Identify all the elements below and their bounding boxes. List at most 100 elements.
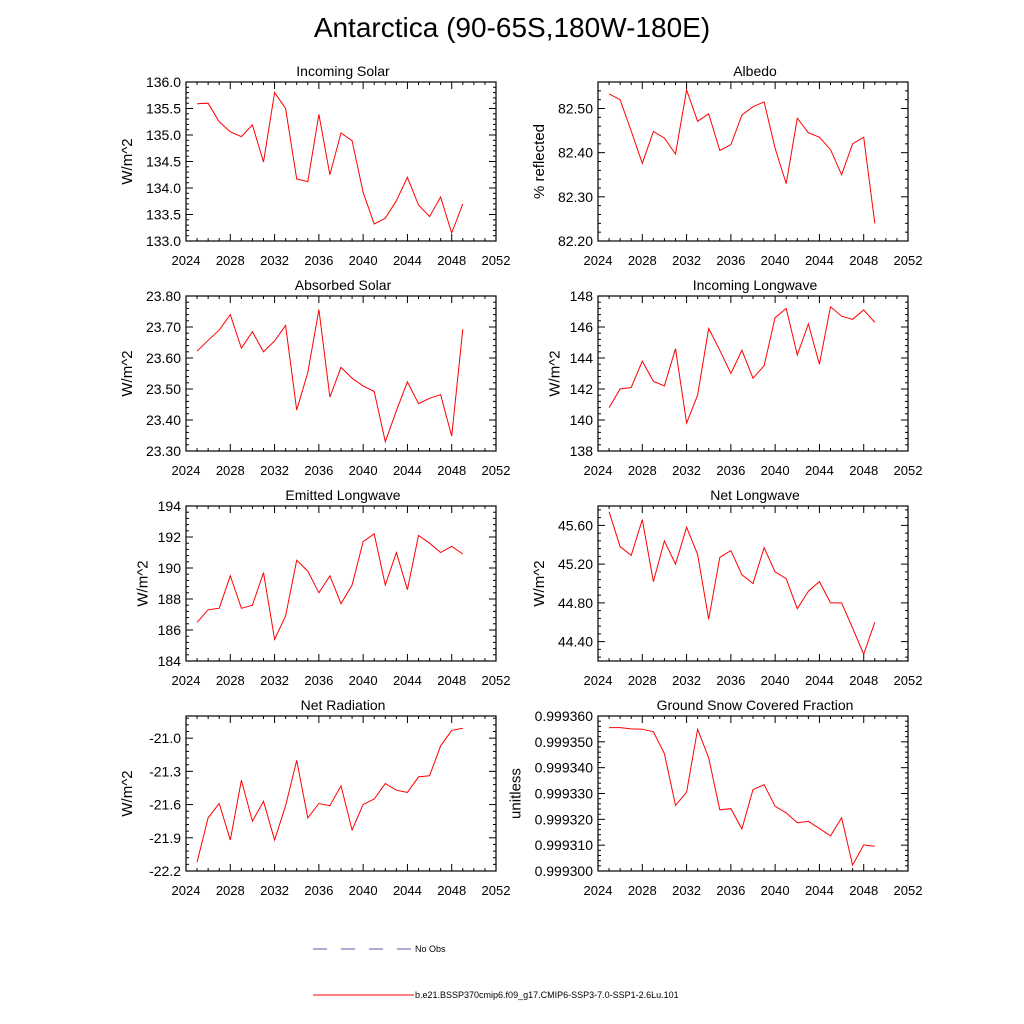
x-tick-label: 2040 xyxy=(761,463,790,478)
y-tick-label: -21.0 xyxy=(149,730,181,746)
x-tick-label: 2048 xyxy=(437,883,466,898)
x-tick-label: 2048 xyxy=(437,463,466,478)
x-tick-label: 2040 xyxy=(349,463,378,478)
x-tick-label: 2032 xyxy=(260,463,289,478)
y-tick-label: 23.60 xyxy=(146,350,181,366)
y-tick-label: 138 xyxy=(570,443,594,459)
chart-incoming-solar: 2024 2028 2032 2036 2040 2044 2048 2052 133.0 133… xyxy=(119,63,510,268)
y-tick-label: 188 xyxy=(158,591,182,607)
chart-albedo: 2024 2028 2032 2036 2040 2044 2048 2052 82.20 82.… xyxy=(531,63,922,268)
y-tick-label: 23.40 xyxy=(146,412,181,428)
x-tick-label: 2052 xyxy=(482,883,511,898)
x-tick-label: 2040 xyxy=(761,253,790,268)
x-tick-label: 2024 xyxy=(172,253,201,268)
x-tick-label: 2032 xyxy=(672,883,701,898)
x-tick-label: 2048 xyxy=(849,253,878,268)
x-tick-label: 2024 xyxy=(584,463,613,478)
x-tick-label: 2044 xyxy=(393,883,422,898)
y-tick-label: -22.2 xyxy=(149,863,181,879)
x-tick-label: 2048 xyxy=(437,673,466,688)
y-tick-label: 148 xyxy=(570,288,594,304)
series-line-model xyxy=(196,727,463,863)
x-tick-label: 2048 xyxy=(849,463,878,478)
x-tick-label: 2024 xyxy=(584,253,613,268)
y-tick-label: 133.5 xyxy=(146,207,181,223)
x-tick-label: 2028 xyxy=(216,673,245,688)
chart-emitted-longwave: 2024 2028 2032 2036 2040 2044 2048 2052 184 186 18… xyxy=(135,487,511,688)
x-tick-label: 2032 xyxy=(260,673,289,688)
chart-net-radiation: 2024 2028 2032 2036 2040 2044 2048 2052 -22.2 -21… xyxy=(119,697,510,898)
y-tick-label: 82.40 xyxy=(558,145,593,161)
x-tick-label: 2036 xyxy=(716,253,745,268)
x-tick-label: 2028 xyxy=(216,883,245,898)
chart-title: Net Longwave xyxy=(710,487,800,503)
series-line-model xyxy=(608,305,876,426)
x-tick-label: 2044 xyxy=(393,253,422,268)
y-tick-label: 44.40 xyxy=(558,634,593,650)
x-tick-label: 2024 xyxy=(584,673,613,688)
y-tick-label: 82.50 xyxy=(558,101,593,117)
chart-title: Albedo xyxy=(733,63,777,79)
y-tick-label: 140 xyxy=(570,412,594,428)
chart-title: Ground Snow Covered Fraction xyxy=(657,697,854,713)
x-tick-label: 2024 xyxy=(584,883,613,898)
x-tick-label: 2032 xyxy=(672,673,701,688)
y-tick-label: 133.0 xyxy=(146,233,181,249)
chart-title: Emitted Longwave xyxy=(285,487,400,503)
x-tick-label: 2044 xyxy=(805,883,834,898)
x-tick-label: 2028 xyxy=(628,463,657,478)
y-tick-label: 23.70 xyxy=(146,319,181,335)
x-tick-label: 2032 xyxy=(672,463,701,478)
x-tick-label: 2028 xyxy=(628,883,657,898)
x-tick-label: 2048 xyxy=(849,673,878,688)
x-tick-label: 2048 xyxy=(849,883,878,898)
y-tick-label: 0.999340 xyxy=(535,760,594,776)
x-tick-label: 2052 xyxy=(482,253,511,268)
x-tick-label: 2036 xyxy=(304,883,333,898)
x-tick-label: 2024 xyxy=(172,673,201,688)
y-tick-label: 136.0 xyxy=(146,74,181,90)
x-tick-label: 2036 xyxy=(304,463,333,478)
series-line-model xyxy=(608,88,876,224)
x-tick-label: 2040 xyxy=(349,883,378,898)
y-tick-label: 142 xyxy=(570,381,594,397)
y-axis-label: W/m^2 xyxy=(119,138,136,184)
y-axis-label: % reflected xyxy=(531,124,548,199)
y-tick-label: -21.3 xyxy=(149,763,181,779)
y-tick-label: 0.999320 xyxy=(535,811,594,827)
x-tick-label: 2052 xyxy=(894,463,923,478)
x-tick-label: 2044 xyxy=(805,673,834,688)
x-tick-label: 2024 xyxy=(172,463,201,478)
y-tick-label: 23.50 xyxy=(146,381,181,397)
series-line-model xyxy=(196,309,464,444)
x-tick-label: 2032 xyxy=(672,253,701,268)
x-tick-label: 2032 xyxy=(260,883,289,898)
chart-net-longwave: 2024 2028 2032 2036 2040 2044 2048 2052 44.40 44.… xyxy=(531,487,922,688)
x-tick-label: 2044 xyxy=(805,463,834,478)
y-tick-label: 186 xyxy=(158,622,182,638)
y-tick-label: 184 xyxy=(158,653,182,669)
y-tick-label: 23.30 xyxy=(146,443,181,459)
chart-title: Absorbed Solar xyxy=(295,277,392,293)
x-tick-label: 2044 xyxy=(393,673,422,688)
y-tick-label: 190 xyxy=(158,560,182,576)
x-tick-label: 2028 xyxy=(216,463,245,478)
y-tick-label: 82.20 xyxy=(558,233,593,249)
y-tick-label: 194 xyxy=(158,498,182,514)
y-axis-label: W/m^2 xyxy=(547,350,564,396)
x-tick-label: 2036 xyxy=(716,883,745,898)
y-axis-label: W/m^2 xyxy=(119,770,136,816)
y-tick-label: 0.999350 xyxy=(535,734,594,750)
x-tick-label: 2052 xyxy=(894,673,923,688)
x-tick-label: 2028 xyxy=(628,253,657,268)
y-tick-label: 45.20 xyxy=(558,556,593,572)
chart-title: Incoming Solar xyxy=(296,63,390,79)
y-tick-label: 82.30 xyxy=(558,189,593,205)
y-tick-label: 0.999330 xyxy=(535,786,594,802)
x-tick-label: 2024 xyxy=(172,883,201,898)
y-tick-label: -21.6 xyxy=(149,797,181,813)
x-tick-label: 2052 xyxy=(482,463,511,478)
y-axis-label: W/m^2 xyxy=(119,350,136,396)
series-line-model xyxy=(609,727,875,867)
